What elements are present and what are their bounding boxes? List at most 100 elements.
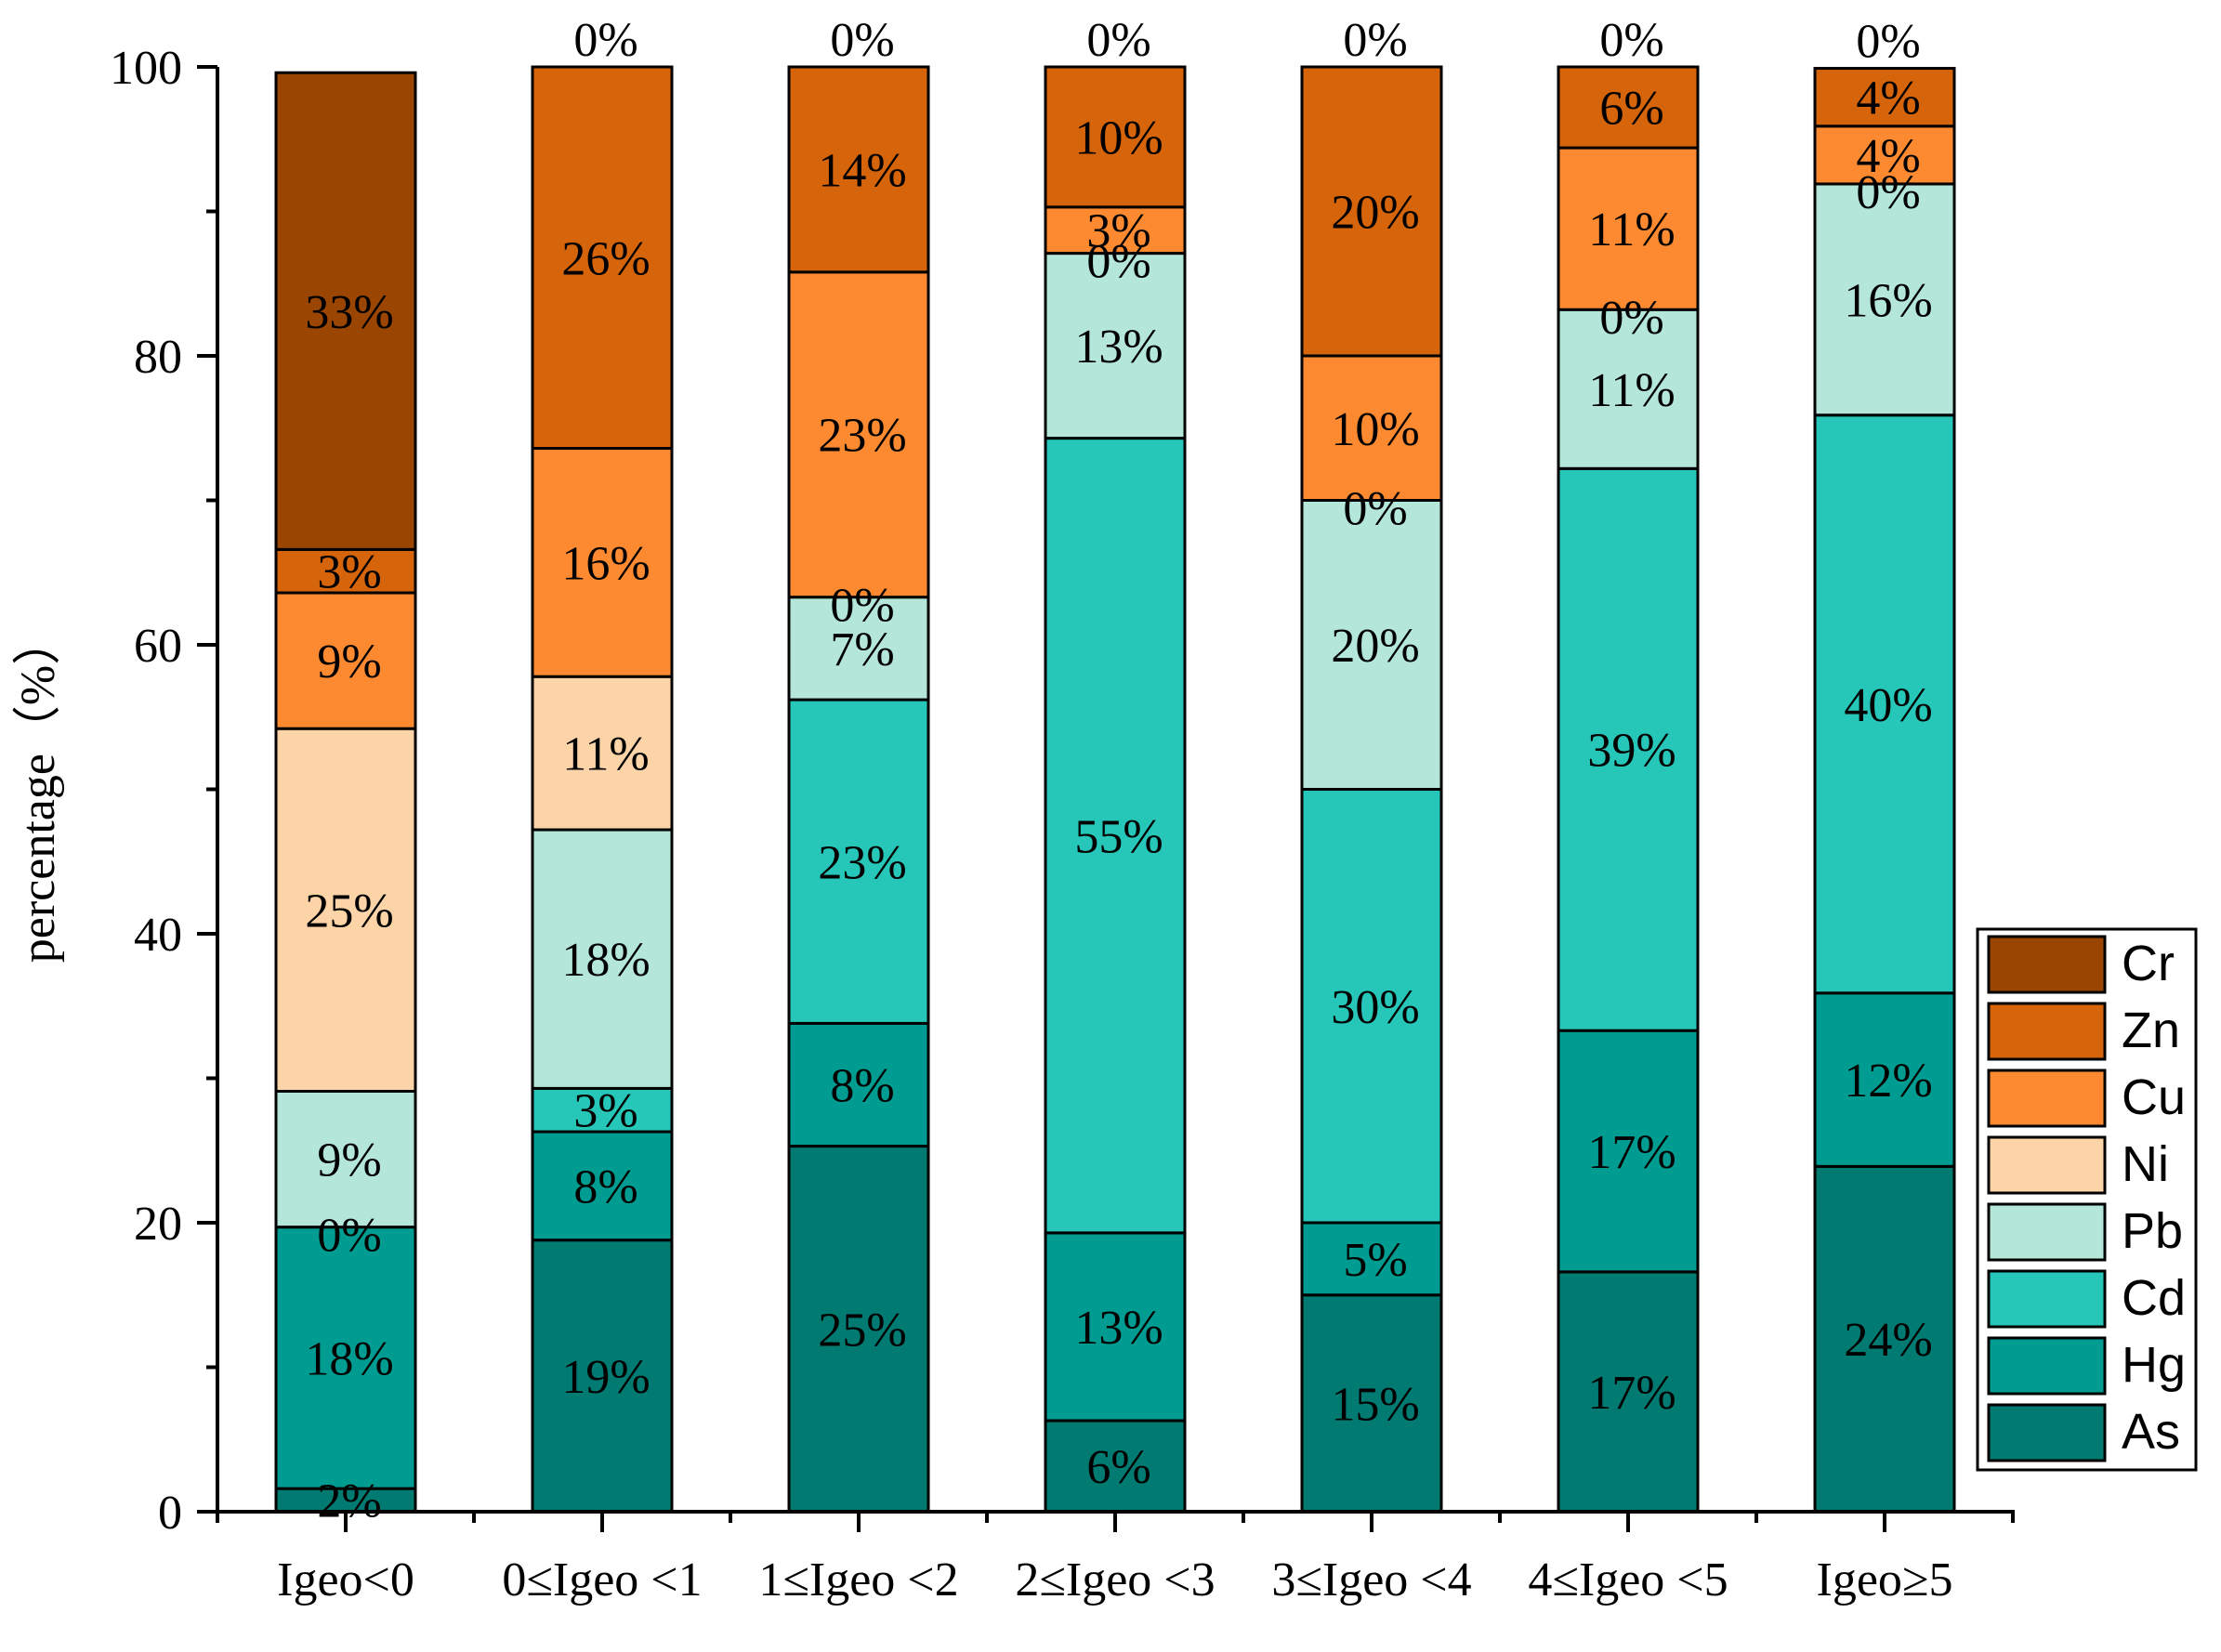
y-tick-label-0: 0 [158,1487,182,1540]
bar-segment-ni-0 [274,727,417,1093]
data-label-as-1: 19% [561,1351,650,1404]
bar-segment-pb-3 [1044,252,1187,440]
data-label-cu-3: 3% [1086,205,1150,258]
bar-segment-cd-6 [1813,413,1956,995]
data-label-cd-1: 3% [573,1085,637,1138]
data-label-cr-6: 0% [1856,16,1920,69]
x-tick-label-2: 1≤Igeo <2 [758,1554,958,1606]
data-label-hg-3: 13% [1074,1302,1163,1355]
data-label-cu-1: 16% [561,537,650,590]
bar-segment-hg-5 [1557,1029,1700,1274]
bar-segment-cu-3 [1044,205,1187,256]
bar-segment-as-2 [787,1145,930,1514]
legend-label-pb: Pb [2122,1203,2183,1259]
axes-layer: 0 20 40 60 80 100 Igeo<0 0≤Igeo <1 1≤Igeo <2 2≤Ig… [12,42,2015,1606]
data-label-as-3: 6% [1086,1441,1150,1494]
bar-segment-zn-1 [531,65,674,451]
data-label-cr-3: 0% [1086,14,1150,67]
y-tick-label-20: 20 [134,1198,182,1251]
bar-segment-pb-1 [531,828,674,1090]
bar-segment-zn-3 [1044,65,1187,209]
data-label-ni-5: 0% [1599,292,1663,345]
data-label-pb-2: 7% [830,623,894,676]
x-tick-label-5: 4≤Igeo <5 [1528,1554,1728,1606]
data-label-zn-5: 6% [1599,83,1663,136]
data-label-zn-3: 10% [1074,111,1163,164]
data-label-pb-3: 13% [1074,321,1163,374]
bar-segment-hg-4 [1300,1221,1443,1297]
data-label-pb-5: 11% [1588,364,1675,417]
bar-segment-ni-1 [531,675,674,832]
bar-segment-cr-0 [274,71,417,551]
data-label-cr-2: 0% [830,14,894,67]
legend-label-cd: Cd [2122,1270,2186,1326]
x-tick-label-1: 0≤Igeo <1 [502,1554,702,1606]
data-label-as-6: 24% [1844,1314,1932,1367]
legend-swatch-ni [1987,1135,2107,1195]
data-label-as-2: 25% [818,1304,906,1357]
legend-swatch-zn [1987,1002,2107,1061]
bar-segment-pb-2 [787,596,930,701]
data-label-cd-2: 23% [818,836,906,889]
bar-segment-hg-0 [274,1226,417,1490]
data-label-cd-3: 55% [1074,810,1163,863]
data-label-hg-1: 8% [573,1160,637,1213]
data-label-ni-6: 0% [1856,166,1920,219]
y-axis-title: percentage（%） [12,617,65,963]
data-label-ni-0: 25% [305,885,393,937]
data-label-hg-0: 18% [305,1332,393,1385]
bar-segment-as-4 [1300,1293,1443,1514]
data-labels-layer: 2% 18% 0% 9% 25% 9% 3% 33% 19% 8% 3% 18% 11% 16% 26% 0%… [305,14,1932,1528]
legend-label-cr: Cr [2122,936,2175,991]
bar-segment-zn-2 [787,65,930,274]
data-label-hg-4: 5% [1343,1234,1407,1287]
bar-segment-cd-1 [531,1086,674,1134]
legend-swatch-cu [1987,1069,2107,1128]
bar-segment-hg-2 [787,1021,930,1148]
data-label-pb-4: 20% [1331,620,1419,673]
data-label-pb-0: 9% [317,1134,381,1187]
legend-swatch-cd [1987,1269,2107,1329]
y-tick-label-60: 60 [134,620,182,673]
data-label-ni-4: 0% [1343,483,1407,536]
bar-segment-pb-6 [1813,182,1956,417]
data-label-hg-2: 8% [830,1059,894,1112]
data-label-zn-6: 4% [1856,72,1920,125]
legend-label-as: As [2122,1404,2180,1460]
data-label-cr-1: 0% [573,14,637,67]
data-label-cr-4: 0% [1343,14,1407,67]
bar-segment-cu-1 [531,447,674,678]
legend-swatch-cr [1987,935,2107,994]
bar-segment-cd-4 [1300,788,1443,1225]
data-label-as-0: 2% [317,1475,381,1528]
legend-swatch-pb [1987,1202,2107,1262]
data-label-zn-0: 3% [317,546,381,599]
data-label-as-5: 17% [1587,1367,1676,1420]
data-label-ni-3: 0% [1086,236,1150,289]
x-tick-label-6: Igeo≥5 [1817,1554,1953,1606]
data-label-cu-5: 11% [1588,203,1675,256]
legend-label-ni: Ni [2122,1136,2169,1192]
bar-segment-cd-5 [1557,466,1700,1032]
legend-swatch-as [1987,1403,2107,1462]
data-label-zn-4: 20% [1331,187,1419,240]
x-tick-label-3: 2≤Igeo <3 [1015,1554,1215,1606]
legend-swatch-hg [1987,1336,2107,1396]
bars-layer [274,65,1956,1514]
bar-segment-zn-6 [1813,67,1956,128]
bar-segment-cu-0 [274,591,417,730]
y-tick-label-40: 40 [134,909,182,962]
data-label-cr-5: 0% [1599,14,1663,67]
data-label-cr-0: 33% [305,286,393,339]
data-label-cd-5: 39% [1587,725,1676,778]
bar-segment-cd-2 [787,698,930,1025]
data-label-hg-5: 17% [1587,1126,1676,1179]
bar-segment-as-1 [531,1239,674,1514]
bar-segment-pb-4 [1300,499,1443,791]
data-label-cd-6: 40% [1844,679,1932,732]
data-label-as-4: 15% [1331,1378,1419,1431]
y-tick-label-100: 100 [110,42,182,95]
data-label-pb-1: 18% [561,934,650,987]
